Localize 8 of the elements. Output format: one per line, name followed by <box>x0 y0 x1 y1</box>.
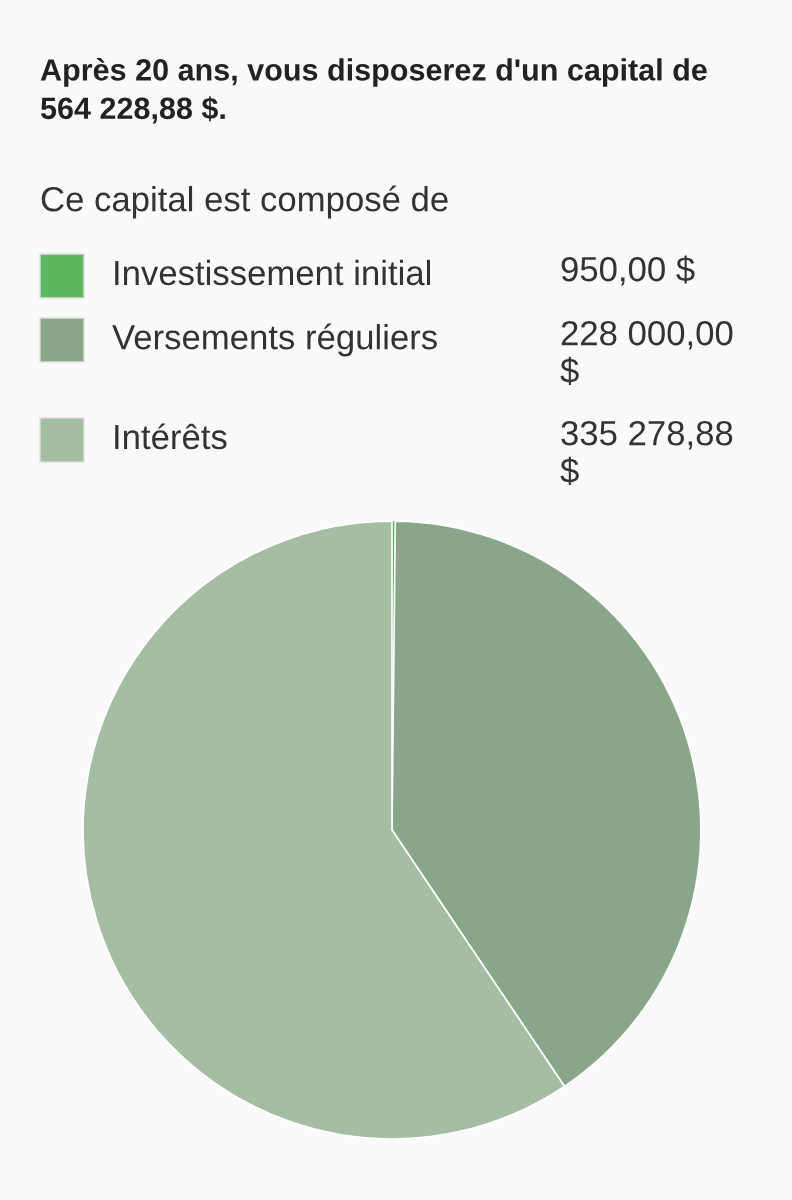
legend-label: Investissement initial <box>115 259 431 286</box>
legend-label: Intérêts <box>115 423 227 450</box>
chart-title: Après 20 ans, vous disposerez d'un capital de 564 228,88 $. <box>40 58 707 124</box>
data-label: 950,00 $ <box>561 255 695 286</box>
chart-subtitle: Ce capital est composé de <box>41 185 448 219</box>
legend-label: Versements réguliers <box>112 323 437 357</box>
data-label: 228 000,00 $ <box>560 320 733 385</box>
data-label: 335 278,88 $ <box>560 420 733 485</box>
